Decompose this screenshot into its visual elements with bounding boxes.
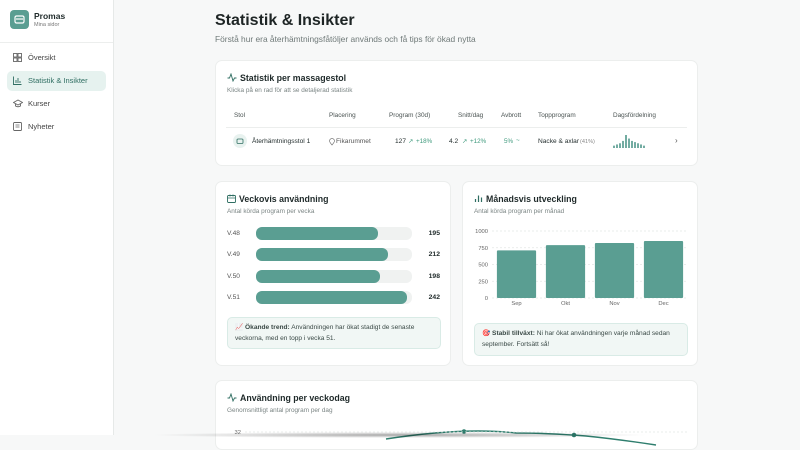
spark-bar xyxy=(616,144,618,148)
bar xyxy=(256,227,378,240)
sidebar: Promas Mina sidor Översikt Statistik & I… xyxy=(0,0,114,435)
trend-icon: ~ xyxy=(516,137,520,144)
column-header: Dagsfördelning xyxy=(613,112,656,119)
chair-icon xyxy=(233,134,247,148)
y-tick-label: 1000 xyxy=(475,229,488,235)
insight-label: 📈 Ökande trend: xyxy=(235,324,290,331)
trend-icon: ↗ xyxy=(408,138,414,145)
x-tick-label: Okt xyxy=(561,301,570,307)
weekday-card: Användning per veckodag Genomsnittligt a… xyxy=(215,380,698,450)
card-title: Veckovis användning xyxy=(239,194,329,204)
brand-subtitle: Mina sidor xyxy=(34,22,60,28)
nav-item[interactable]: Statistik & Insikter xyxy=(7,71,106,91)
programs-change: +18% xyxy=(416,138,433,145)
y-tick-label: 250 xyxy=(478,279,488,285)
card-subtitle: Genomsnittligt antal program per dag xyxy=(227,407,333,414)
chair-card: Statistik per massagestol Klicka på en r… xyxy=(215,60,698,166)
page-title: Statistik & Insikter xyxy=(215,12,355,29)
spark-bar xyxy=(643,145,645,148)
spark-bar xyxy=(637,143,639,148)
spark-bar xyxy=(628,138,630,148)
insight-box: 🎯 Stabil tillväxt: Ni har ökat användnin… xyxy=(474,323,688,356)
x-tick-label: Nov xyxy=(609,301,619,307)
y-tick-label: 500 xyxy=(478,263,488,269)
brand: Promas xyxy=(34,11,66,21)
column-header: Program (30d) xyxy=(389,112,431,119)
bar xyxy=(545,245,586,298)
bar xyxy=(594,243,635,298)
column-header: Placering xyxy=(329,112,356,119)
chair-name: Återhämtningsstol 1 xyxy=(252,138,311,145)
bar xyxy=(256,248,389,261)
sparkline xyxy=(613,135,645,148)
value-label: 242 xyxy=(428,294,440,301)
programs: 127 xyxy=(395,138,407,145)
nav-item[interactable]: Översikt xyxy=(7,48,106,68)
x-tick-label: Sep xyxy=(511,301,521,307)
nav-label: Kurser xyxy=(28,99,51,108)
per-day: 4.2 xyxy=(449,138,459,145)
y-tick-label: V.49 xyxy=(227,251,240,258)
per-day-change: +12% xyxy=(470,138,487,145)
chevron[interactable]: › xyxy=(675,136,678,145)
nav-label: Översikt xyxy=(28,53,56,62)
spark-bar xyxy=(613,145,615,148)
card-subtitle: Antal körda program per vecka xyxy=(227,208,315,215)
weekly-card: Veckovis användning Antal körda program … xyxy=(215,181,451,366)
spark-bar xyxy=(640,144,642,148)
y-tick-label: 32 xyxy=(235,430,241,436)
bar xyxy=(643,241,684,298)
y-tick-label: 750 xyxy=(478,246,488,252)
nav-label: Nyheter xyxy=(28,122,55,131)
insight-text: Användningen har ökat stadigt de senaste… xyxy=(235,324,415,342)
page: Promas Mina sidor Översikt Statistik & I… xyxy=(0,0,698,450)
insight-text: Ni har ökat användningen varje månad sed… xyxy=(482,330,670,348)
top-program: Nacke & axlar xyxy=(538,138,580,145)
y-tick-label: V.51 xyxy=(227,294,240,301)
bar xyxy=(256,291,407,304)
logo xyxy=(10,10,29,29)
spark-bar xyxy=(631,140,633,148)
card-title: Statistik per massagestol xyxy=(240,73,347,83)
card-subtitle: Klicka på en rad för att se detaljerad s… xyxy=(227,87,353,94)
nav-item[interactable]: Kurser xyxy=(7,94,106,114)
bar xyxy=(496,250,537,298)
column-header: Avbrott xyxy=(501,112,522,119)
spark-bar xyxy=(634,142,636,148)
card-subtitle: Antal körda program per månad xyxy=(474,208,565,215)
trend-icon: ↗ xyxy=(462,138,468,145)
location: Fikarummet xyxy=(336,138,371,145)
spark-bar xyxy=(622,140,624,148)
y-tick-label: V.48 xyxy=(227,230,240,237)
card-title: Användning per veckodag xyxy=(240,393,350,403)
nav-item[interactable]: Nyheter xyxy=(7,117,106,137)
insight-label: 🎯 Stabil tillväxt: xyxy=(482,330,535,337)
column-header: Stol xyxy=(234,112,246,119)
x-tick-label: Dec xyxy=(658,301,668,307)
column-header: Toppprogram xyxy=(538,112,576,119)
spark-bar xyxy=(625,135,627,148)
value-label: 212 xyxy=(428,251,440,258)
card-title: Månadsvis utveckling xyxy=(486,194,577,204)
spark-bar xyxy=(619,143,621,148)
insight-box: 📈 Ökande trend: Användningen har ökat st… xyxy=(227,317,441,349)
page-subtitle: Förstå hur era återhämtningsfåtöljer anv… xyxy=(215,34,476,44)
value-label: 195 xyxy=(428,230,440,237)
value-label: 198 xyxy=(428,273,440,280)
y-tick-label: V.50 xyxy=(227,273,240,280)
interruptions: 5% xyxy=(504,138,514,145)
y-tick-label: 0 xyxy=(485,296,488,302)
top-share: (41%) xyxy=(580,139,595,145)
column-header: Snitt/dag xyxy=(458,112,484,119)
bar xyxy=(256,270,380,283)
monthly-chart: 0 250 500 750 1000 Sep Okt Nov Dec xyxy=(475,229,688,307)
nav-label: Statistik & Insikter xyxy=(28,76,88,85)
